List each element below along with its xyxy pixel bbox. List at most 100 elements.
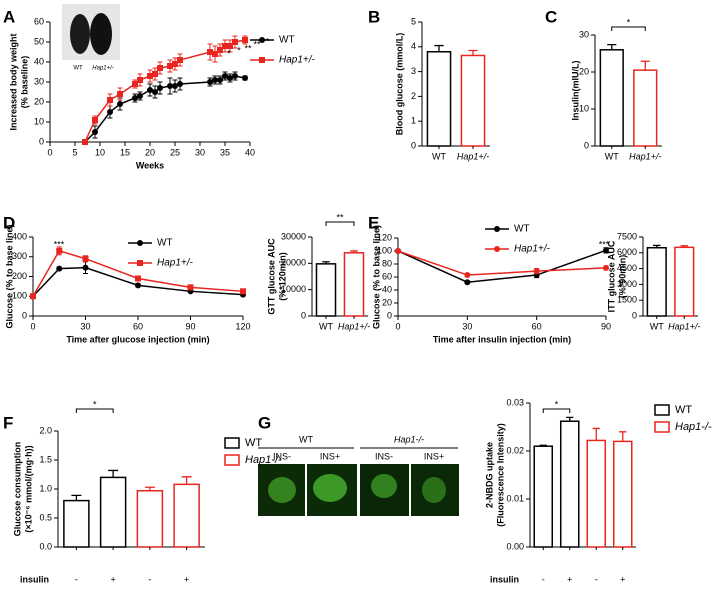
legend-label: WT: [675, 404, 692, 416]
bar: [559, 420, 580, 548]
point: [212, 51, 218, 57]
bar: [646, 246, 667, 317]
x-tick-label: 0: [395, 321, 400, 331]
x-tick-label: -: [595, 574, 598, 584]
point: [177, 81, 183, 87]
y-tick-label: 0: [39, 136, 44, 146]
point: [464, 279, 471, 286]
y-axis-label: (×10⁻⁶ mmol/(mg·h)): [23, 445, 33, 532]
legend-label: Hap1+/-: [279, 55, 316, 66]
legend-marker: [137, 260, 143, 266]
y-tick-label: 1: [411, 116, 416, 126]
point: [135, 275, 141, 282]
error-bar: [322, 261, 330, 264]
x-tick-label: Hap1+/-: [668, 321, 700, 331]
point: [172, 83, 178, 89]
point: [603, 247, 609, 254]
x-tick-label: WT: [605, 151, 619, 161]
legend-marker: [137, 240, 143, 246]
x-tick-label: 30: [80, 321, 90, 331]
x-tick-label: WT: [650, 321, 664, 331]
x-tick-label: 30: [195, 147, 205, 157]
point: [82, 264, 89, 271]
series-line: [397, 250, 607, 276]
y-axis-label: Glucose (% to base line): [371, 225, 381, 329]
y-tick-label: 0: [301, 310, 306, 320]
point: [157, 85, 163, 91]
error-bar: [539, 444, 547, 447]
image-label: INS-: [273, 451, 291, 461]
point: [242, 75, 248, 81]
y-tick-label: 60: [382, 271, 392, 281]
bar: [136, 489, 164, 548]
point: [147, 87, 153, 93]
point: [137, 93, 143, 99]
significance: ***: [599, 239, 610, 249]
significance: *: [93, 399, 97, 409]
point: [603, 264, 609, 271]
y-tick-label: 20: [382, 297, 392, 307]
legend-label: WT: [279, 35, 295, 46]
x-tick-label: 15: [120, 147, 130, 157]
y-tick-label: 0.03: [506, 397, 524, 407]
x-tick-label: Hap1+/-: [629, 151, 661, 161]
row-label: insulin: [490, 574, 519, 584]
y-axis-label: Glucose consumption: [12, 442, 22, 537]
point: [107, 97, 113, 103]
significance: *: [555, 399, 559, 409]
y-tick-label: 10: [34, 116, 44, 126]
point: [242, 37, 248, 43]
image-label: INS+: [320, 451, 340, 461]
panel-label: A: [3, 7, 15, 26]
point: [222, 43, 228, 49]
point: [82, 139, 88, 145]
panel-label: C: [545, 7, 557, 26]
point: [232, 39, 238, 45]
y-tick-label: 5: [411, 16, 416, 26]
point: [207, 49, 213, 55]
x-tick-label: 60: [532, 321, 542, 331]
legend-swatch: [224, 454, 240, 466]
point: [187, 284, 194, 291]
mouse: [90, 13, 112, 55]
significance: ***: [259, 36, 270, 46]
x-tick-label: 25: [170, 147, 180, 157]
y-tick-label: 400: [12, 231, 27, 241]
inset-label: Hap1+/-: [92, 66, 114, 72]
y-tick-label: 30: [579, 29, 589, 39]
significance: **: [336, 212, 344, 222]
legend-swatch: [654, 421, 670, 433]
y-tick-label: 120: [377, 232, 392, 242]
y-tick-label: 0.02: [506, 445, 524, 455]
point: [152, 71, 158, 77]
y-tick-label: 200: [12, 271, 27, 281]
bar: [343, 252, 365, 317]
point: [227, 43, 233, 49]
y-tick-label: 2.0: [39, 425, 52, 435]
series-line: [84, 75, 246, 143]
point: [117, 101, 123, 107]
group-label: Hap1-/-: [394, 434, 424, 444]
x-tick-label: +: [184, 574, 189, 584]
y-axis-label: (% baseline): [19, 56, 29, 109]
y-tick-label: 20: [579, 66, 589, 76]
x-tick-label: 120: [235, 321, 250, 331]
y-axis-label: Insulin(mIU/L): [570, 61, 580, 121]
panel-label: F: [3, 413, 13, 432]
significance: *: [227, 48, 231, 58]
legend-label: Hap1+/-: [514, 244, 551, 255]
legend-label: Hap1-/-: [675, 421, 712, 433]
legend-label: Hap1-/-: [245, 454, 282, 466]
point: [117, 91, 123, 97]
bar: [674, 246, 695, 317]
y-tick-label: 0: [411, 140, 416, 150]
significance: *: [627, 17, 631, 27]
y-tick-label: 100: [12, 291, 27, 301]
point: [92, 129, 98, 135]
point: [30, 293, 36, 300]
point: [92, 117, 98, 123]
significance: **: [253, 39, 261, 49]
x-tick-label: -: [542, 574, 545, 584]
point: [227, 75, 233, 81]
